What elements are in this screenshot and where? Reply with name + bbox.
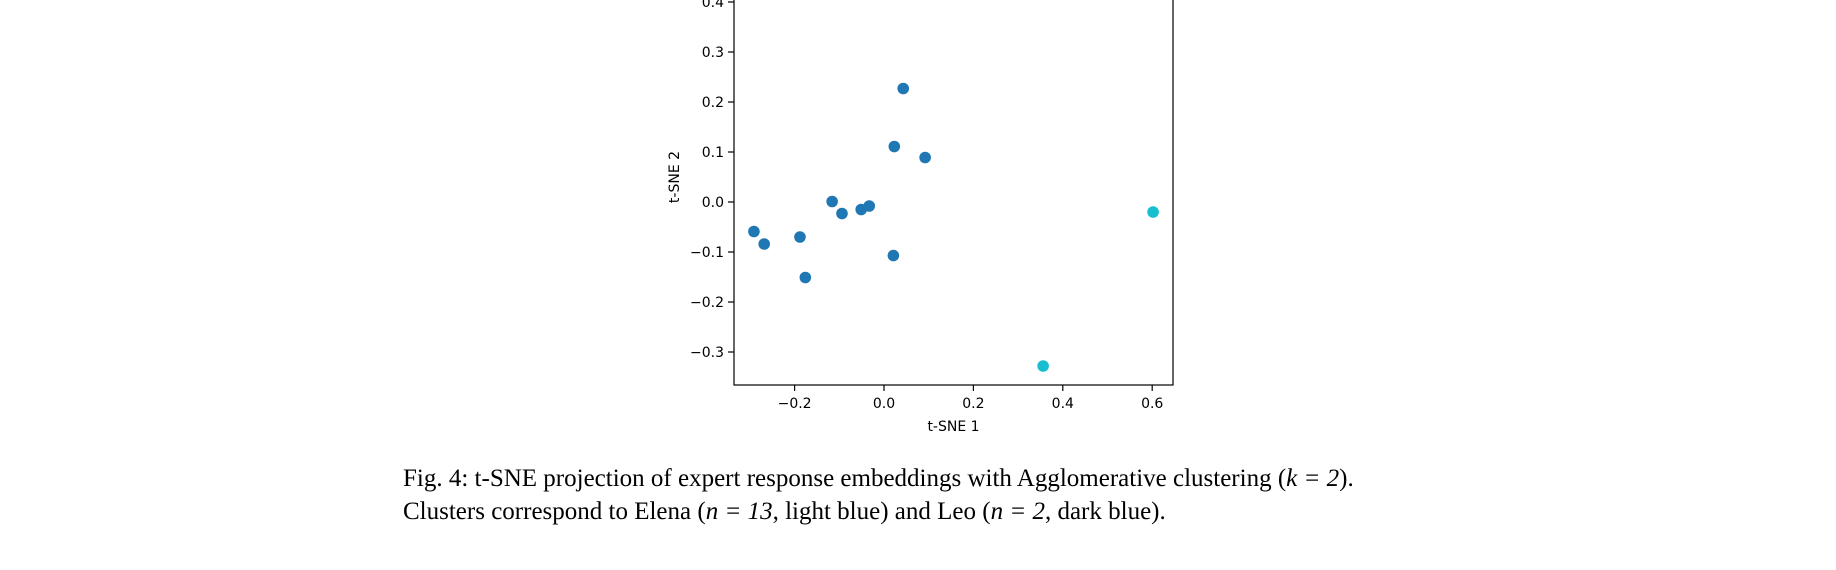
caption-math-n-leo: n = 2 <box>990 498 1045 525</box>
data-point <box>1037 360 1049 372</box>
data-point <box>887 249 900 262</box>
data-point <box>758 238 771 250</box>
x-tick-label: −0.2 <box>778 396 812 412</box>
scatter-plot: −0.3 −0.2 −0.1 0.0 0.1 0.2 0.3 0.4 −0.2 0.0 0.2 0.… <box>667 0 1174 435</box>
y-tick-label: −0.2 <box>690 295 724 311</box>
y-tick-label: 0.1 <box>702 145 724 161</box>
y-axis-ticks: −0.3 −0.2 −0.1 0.0 0.1 0.2 0.3 0.4 <box>690 0 734 361</box>
data-point <box>799 271 812 284</box>
y-tick-label: −0.1 <box>690 245 724 261</box>
y-tick-label: 0.4 <box>702 0 724 11</box>
y-tick-label: 0.2 <box>702 95 724 111</box>
data-point <box>863 200 876 212</box>
x-axis-ticks: −0.2 0.0 0.2 0.4 0.6 <box>778 385 1163 412</box>
data-point <box>1147 206 1159 218</box>
data-points <box>748 82 1159 372</box>
data-point <box>836 207 848 220</box>
caption-line-1: Fig. 4: t-SNE projection of expert respo… <box>403 465 1354 492</box>
data-point <box>748 225 760 238</box>
x-tick-label: 0.4 <box>1052 396 1074 412</box>
data-point <box>794 231 806 243</box>
data-point <box>897 82 910 95</box>
figure-caption: Fig. 4: t-SNE projection of expert respo… <box>403 462 1503 528</box>
y-tick-label: −0.3 <box>690 345 724 361</box>
data-point <box>919 151 931 164</box>
x-tick-label: 0.2 <box>962 396 984 412</box>
caption-math-k: k = 2 <box>1286 465 1340 492</box>
data-point <box>888 140 901 153</box>
data-point <box>826 195 838 208</box>
x-axis-label: t-SNE 1 <box>927 419 979 435</box>
tsne-scatter-figure: −0.3 −0.2 −0.1 0.0 0.1 0.2 0.3 0.4 −0.2 0.0 0.2 0.… <box>667 0 1174 435</box>
x-tick-label: 0.0 <box>873 396 895 412</box>
y-tick-label: 0.3 <box>702 45 724 61</box>
y-axis-label: t-SNE 2 <box>667 151 683 203</box>
caption-math-n-elena: n = 13 <box>705 498 773 525</box>
y-tick-label: 0.0 <box>702 195 724 211</box>
plot-frame <box>733 0 1174 386</box>
x-tick-label: 0.6 <box>1141 396 1163 412</box>
caption-line-2: Clusters correspond to Elena (n = 13, li… <box>403 498 1166 525</box>
